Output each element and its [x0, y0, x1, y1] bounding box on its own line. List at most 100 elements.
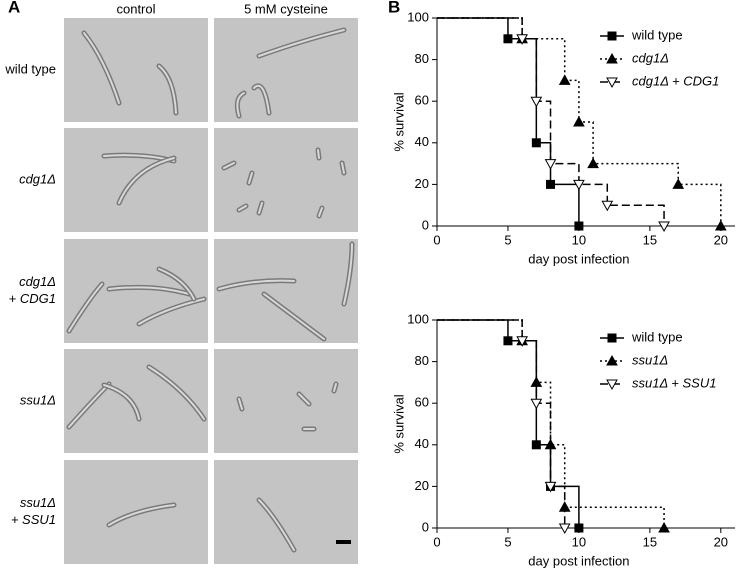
row-label: wild type	[4, 61, 56, 76]
hypha	[148, 366, 205, 420]
x-tick-label: 10	[572, 232, 586, 247]
legend-label: wild type	[631, 27, 683, 42]
y-tick-label: 100	[407, 311, 429, 326]
legend-label: cdg1Δ + CDG1	[632, 73, 719, 88]
y-tick-label: 0	[422, 519, 429, 534]
hypha	[83, 32, 120, 104]
panel-label: A	[8, 0, 20, 16]
hypha	[118, 157, 175, 204]
hypha	[258, 202, 263, 214]
marker	[574, 523, 584, 533]
x-tick-label: 10	[572, 534, 586, 549]
x-tick-label: 15	[643, 232, 657, 247]
hypha	[68, 283, 103, 332]
hypha	[258, 29, 345, 57]
legend-symbol	[606, 354, 618, 366]
hypha	[298, 393, 310, 405]
hypha	[238, 205, 247, 211]
row-label: ssu1Δ	[20, 392, 56, 407]
scale-bar	[336, 540, 351, 544]
panel-label: B	[388, 0, 400, 16]
hypha	[236, 92, 245, 117]
y-axis-label: % survival	[391, 394, 406, 453]
survival-line	[437, 17, 665, 226]
row-label: cdg1Δ	[19, 171, 56, 186]
legend-symbol	[607, 333, 617, 343]
legend-symbol	[606, 77, 618, 89]
legend-symbol	[606, 379, 618, 391]
marker	[531, 138, 541, 148]
micrograph	[214, 349, 358, 453]
x-tick-label: 15	[643, 534, 657, 549]
hypha	[108, 504, 175, 526]
hypha	[341, 162, 345, 174]
y-tick-label: 40	[415, 134, 429, 149]
hypha	[158, 268, 195, 300]
legend-label: ssu1Δ	[632, 352, 668, 367]
legend-label: wild type	[631, 329, 683, 344]
marker	[714, 219, 727, 231]
marker	[573, 115, 585, 127]
hypha	[318, 207, 323, 217]
hypha	[343, 243, 353, 305]
hypha	[238, 398, 243, 410]
y-tick-label: 0	[422, 217, 429, 232]
row-label: + CDG1	[9, 291, 56, 306]
hypha	[258, 499, 295, 551]
x-axis-label: day post infection	[528, 251, 629, 266]
y-tick-label: 20	[415, 176, 429, 191]
y-tick-label: 100	[407, 9, 429, 24]
x-tick-label: 5	[504, 232, 511, 247]
survival-line	[437, 319, 580, 528]
micrograph	[214, 128, 358, 232]
y-tick-label: 60	[415, 395, 429, 410]
row-label: cdg1Δ	[19, 274, 56, 289]
marker	[531, 440, 541, 450]
hypha	[253, 84, 270, 114]
row-label: + SSU1	[11, 512, 56, 527]
marker	[546, 179, 556, 189]
hypha	[108, 286, 190, 295]
y-tick-label: 80	[415, 353, 429, 368]
marker	[544, 481, 557, 493]
hypha	[218, 279, 295, 290]
marker	[587, 157, 599, 169]
survival-line	[437, 319, 566, 528]
marker	[516, 34, 528, 45]
y-tick-label: 80	[415, 51, 429, 66]
marker	[672, 178, 685, 189]
marker	[503, 34, 513, 44]
y-tick-label: 20	[415, 478, 429, 493]
hypha	[333, 383, 337, 392]
hypha	[248, 172, 253, 184]
micrograph	[64, 349, 208, 453]
row-label: ssu1Δ	[20, 495, 56, 510]
legend-symbol	[606, 52, 618, 64]
micrograph	[214, 239, 358, 343]
x-tick-label: 0	[433, 232, 440, 247]
column-header: 5 mM cysteine	[244, 1, 328, 16]
marker	[658, 521, 670, 533]
x-tick-label: 20	[714, 534, 728, 549]
marker	[658, 221, 670, 233]
marker	[530, 398, 543, 410]
marker	[601, 200, 614, 212]
micrograph	[214, 460, 358, 564]
survival-line	[437, 17, 580, 226]
hypha	[317, 149, 320, 159]
hypha	[103, 384, 140, 420]
marker	[574, 221, 584, 231]
y-axis-label: % survival	[391, 92, 406, 151]
column-header: control	[116, 1, 155, 16]
marker	[573, 179, 585, 191]
legend-symbol	[607, 31, 617, 41]
marker	[516, 336, 528, 347]
x-tick-label: 5	[504, 534, 511, 549]
hypha	[223, 162, 235, 169]
x-tick-label: 0	[433, 534, 440, 549]
legend-label: cdg1Δ	[632, 50, 669, 65]
x-tick-label: 20	[714, 232, 728, 247]
survival-line	[437, 319, 665, 528]
hypha	[158, 65, 177, 114]
